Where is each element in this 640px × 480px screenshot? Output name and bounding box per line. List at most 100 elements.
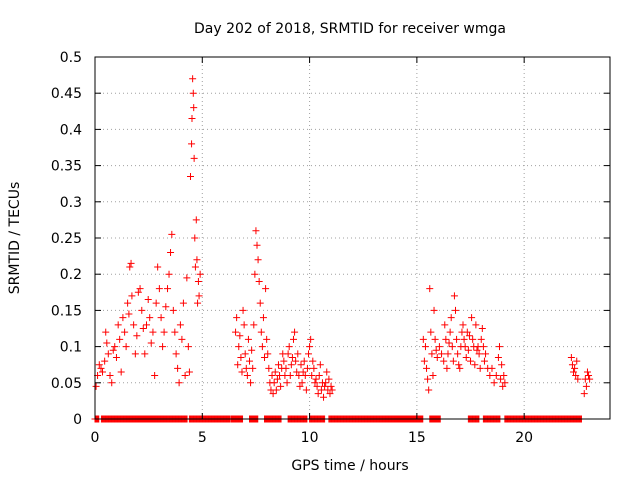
data-point (572, 372, 580, 380)
data-points (91, 75, 594, 423)
y-tick-label: 0.15 (51, 303, 82, 319)
data-point (121, 328, 129, 336)
data-point (250, 321, 258, 329)
data-point (109, 346, 117, 354)
data-point (256, 299, 264, 307)
data-point (486, 372, 494, 380)
data-point (454, 350, 462, 358)
data-point (322, 379, 330, 387)
data-point (268, 372, 276, 380)
data-point (155, 285, 163, 293)
data-point (139, 325, 147, 332)
data-point (244, 335, 252, 343)
data-point (159, 343, 167, 351)
data-point (477, 335, 485, 343)
data-point (119, 314, 127, 322)
data-point (498, 361, 506, 369)
data-point (167, 248, 175, 256)
data-point (99, 368, 107, 376)
data-point (190, 154, 198, 162)
data-point (241, 350, 249, 358)
y-tick-label: 0.5 (60, 50, 82, 66)
data-point (585, 372, 593, 380)
data-point (464, 346, 472, 354)
data-point (191, 263, 199, 271)
data-point (262, 285, 270, 293)
data-point (480, 357, 488, 365)
data-point (176, 321, 184, 329)
y-tick-label: 0.05 (51, 376, 82, 392)
data-point (497, 375, 505, 383)
data-point (445, 339, 453, 347)
data-point (302, 386, 310, 394)
data-point (191, 234, 199, 242)
data-point (432, 346, 440, 354)
data-point (95, 361, 103, 369)
x-tick-label: 20 (515, 430, 533, 446)
x-tick-label: 0 (91, 430, 100, 446)
data-point (456, 364, 464, 372)
x-tick-label: 15 (408, 430, 426, 446)
data-point (108, 379, 116, 387)
data-point (283, 379, 291, 387)
data-point (287, 361, 295, 369)
data-point (317, 386, 325, 394)
data-point (301, 372, 309, 380)
data-point (178, 335, 186, 343)
data-point (475, 350, 483, 358)
data-point (460, 335, 468, 343)
data-point (295, 372, 303, 380)
data-point (127, 259, 135, 267)
data-point (157, 314, 165, 322)
data-point (455, 361, 463, 369)
plot-frame (94, 56, 611, 420)
data-point (233, 314, 241, 322)
data-point (174, 364, 182, 372)
data-point (488, 364, 496, 372)
data-point (238, 368, 246, 376)
data-point (463, 328, 471, 336)
axis-ticks (94, 56, 610, 420)
data-point (309, 357, 317, 365)
data-point (106, 372, 114, 380)
data-point (240, 321, 248, 329)
y-tick-label: 0.4 (60, 122, 82, 138)
data-point (288, 353, 296, 361)
data-point (326, 390, 334, 398)
data-point (443, 364, 451, 372)
data-point (168, 230, 176, 238)
data-point (425, 386, 433, 394)
data-point (431, 335, 439, 343)
data-point (117, 368, 125, 376)
data-point (247, 379, 255, 387)
data-point (124, 299, 132, 307)
data-point (292, 357, 300, 365)
data-point (147, 339, 155, 347)
data-point (447, 314, 455, 322)
data-point (476, 364, 484, 372)
data-point (171, 328, 179, 336)
data-point (296, 382, 304, 390)
data-point (253, 241, 261, 249)
data-point (264, 350, 272, 358)
grid-lines (95, 57, 610, 419)
data-point (192, 216, 200, 224)
data-point (92, 382, 100, 390)
data-point (194, 277, 202, 285)
data-point (298, 379, 306, 387)
data-point (449, 357, 457, 365)
data-point (103, 339, 111, 347)
data-point (574, 375, 582, 383)
data-point (126, 263, 134, 271)
data-point (151, 372, 159, 380)
data-point (101, 357, 109, 365)
data-point (169, 306, 177, 314)
data-point (263, 335, 271, 343)
data-point (284, 350, 292, 358)
x-tick-label: 10 (301, 430, 319, 446)
data-point (282, 364, 290, 372)
data-point (424, 375, 432, 383)
data-point (440, 357, 448, 365)
data-point (272, 386, 280, 394)
data-point (314, 390, 322, 398)
